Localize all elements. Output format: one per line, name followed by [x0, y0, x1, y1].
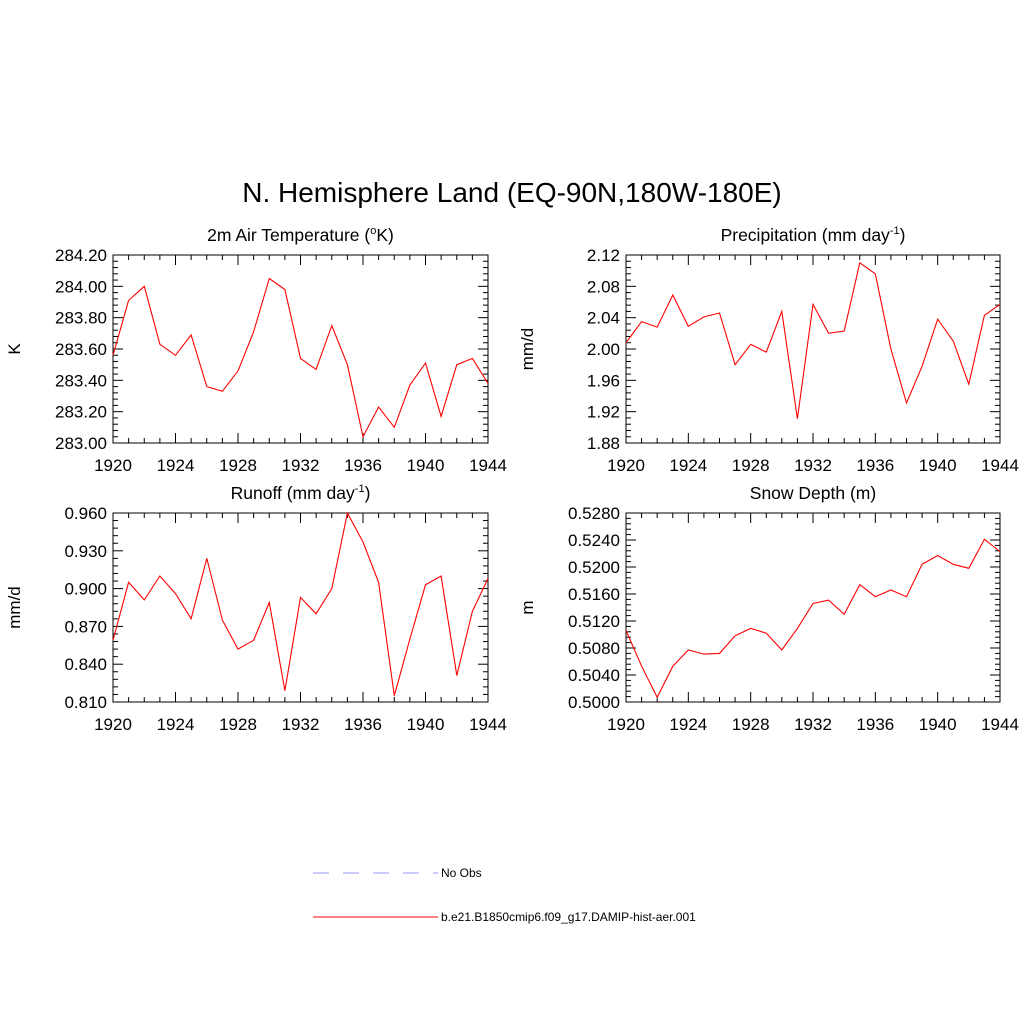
figure-title: N. Hemisphere Land (EQ-90N,180W-180E) — [242, 177, 782, 208]
y-tick-label: 2.04 — [587, 309, 620, 328]
panel-title-part: ) — [365, 483, 371, 503]
y-tick-label: 0.5120 — [568, 612, 620, 631]
y-tick-label: 283.20 — [55, 403, 107, 422]
chart-panels: 1920 1924 1928 1932 1936 1940 1944 283.00 283.20… — [5, 225, 1019, 734]
x-tick-label: 1928 — [219, 715, 257, 734]
x-tick-label: 1932 — [282, 456, 320, 475]
y-tick-label: 0.5000 — [568, 693, 620, 712]
x-tick-label: 1924 — [157, 456, 195, 475]
x-tick-label: 1940 — [407, 715, 445, 734]
x-tick-label: 1936 — [856, 456, 894, 475]
y-axis-label: K — [5, 343, 24, 355]
y-tick-label: 284.20 — [55, 246, 107, 265]
y-tick-label: 0.960 — [64, 504, 107, 523]
y-tick-label: 2.00 — [587, 340, 620, 359]
series-line-runoff — [112, 511, 489, 696]
x-tick-label: 1932 — [794, 456, 832, 475]
x-tick-label: 1944 — [981, 715, 1019, 734]
x-tick-label: 1940 — [919, 715, 957, 734]
x-tick-label: 1944 — [469, 715, 507, 734]
panel-title-part: -1 — [890, 225, 900, 237]
y-axis-label: mm/d — [518, 328, 537, 371]
y-tick-label: 283.60 — [55, 340, 107, 359]
x-tick-label: 1920 — [607, 715, 645, 734]
y-tick-label: 0.870 — [64, 617, 107, 636]
y-tick-label: 284.00 — [55, 277, 107, 296]
panel-air-temperature: 1920 1924 1928 1932 1936 1940 1944 283.00 283.20… — [5, 225, 507, 475]
y-tick-label: 0.810 — [64, 693, 107, 712]
panel-title-part: Snow Depth (m) — [750, 483, 876, 503]
legend: No Obs b.e21.B1850cmip6.f09_g17.DAMIP-hi… — [313, 866, 696, 924]
y-tick-label: 283.40 — [55, 371, 107, 390]
y-tick-label: 1.96 — [587, 371, 620, 390]
x-tick-label: 1920 — [94, 456, 132, 475]
panel-title-part: ) — [900, 225, 906, 245]
x-tick-label: 1932 — [282, 715, 320, 734]
y-tick-label: 0.5280 — [568, 504, 620, 523]
x-tick-label: 1936 — [856, 715, 894, 734]
panel-title: 2m Air Temperature (oK) — [207, 225, 394, 245]
x-tick-label: 1924 — [669, 715, 707, 734]
x-tick-label: 1944 — [469, 456, 507, 475]
x-tick-label: 1928 — [732, 715, 770, 734]
y-tick-label: 0.900 — [64, 580, 107, 599]
panel-title: Precipitation (mm day-1) — [721, 225, 906, 245]
x-tick-label: 1924 — [157, 715, 195, 734]
panel-title: Runoff (mm day-1) — [231, 483, 371, 503]
y-tick-label: 0.930 — [64, 542, 107, 561]
y-axis-label: m — [518, 600, 537, 614]
plot-frame — [112, 512, 489, 703]
series-line-snow-depth — [625, 538, 1001, 699]
x-tick-label: 1940 — [919, 456, 957, 475]
x-tick-label: 1928 — [732, 456, 770, 475]
plot-frame — [112, 254, 489, 444]
panel-title-part: -1 — [355, 483, 365, 495]
x-tick-label: 1928 — [219, 456, 257, 475]
legend-label-no-obs: No Obs — [441, 866, 482, 880]
y-tick-label: 283.00 — [55, 434, 107, 453]
y-tick-label: 0.5080 — [568, 639, 620, 658]
x-tick-label: 1924 — [669, 456, 707, 475]
x-tick-label: 1936 — [344, 715, 382, 734]
series-line-precipitation — [625, 261, 1001, 419]
y-tick-label: 1.92 — [587, 403, 620, 422]
panel-title-part: Precipitation (mm day — [721, 225, 890, 245]
y-tick-label: 283.80 — [55, 309, 107, 328]
x-tick-label: 1944 — [981, 456, 1019, 475]
panel-title: Snow Depth (m) — [750, 483, 876, 503]
y-tick-label: 0.5200 — [568, 558, 620, 577]
panel-title-part: K) — [376, 225, 394, 245]
y-axis-label: mm/d — [5, 586, 24, 629]
legend-label-model: b.e21.B1850cmip6.f09_g17.DAMIP-hist-aer.… — [441, 910, 696, 924]
series-line-air-temperature — [112, 277, 489, 439]
panel-title-part: Runoff (mm day — [231, 483, 355, 503]
x-tick-label: 1932 — [794, 715, 832, 734]
x-tick-label: 1920 — [94, 715, 132, 734]
y-tick-label: 0.840 — [64, 655, 107, 674]
panel-runoff: 1920 1924 1928 1932 1936 1940 1944 0.810 0.840 0.… — [5, 483, 507, 734]
y-tick-label: 0.5040 — [568, 666, 620, 685]
y-tick-label: 2.12 — [587, 246, 620, 265]
panel-title-part: o — [370, 225, 376, 237]
x-tick-label: 1936 — [344, 456, 382, 475]
panel-snow-depth: 1920 1924 1928 1932 1936 1940 1944 0.5000 0.5040… — [518, 483, 1019, 734]
plot-frame — [625, 512, 1001, 703]
x-tick-label: 1940 — [407, 456, 445, 475]
x-tick-label: 1920 — [607, 456, 645, 475]
y-tick-label: 1.88 — [587, 434, 620, 453]
y-tick-label: 2.08 — [587, 277, 620, 296]
y-tick-label: 0.5240 — [568, 531, 620, 550]
plot-frame — [625, 254, 1001, 444]
panel-precipitation: 1920 1924 1928 1932 1936 1940 1944 1.88 1.92 1.96… — [518, 225, 1019, 475]
y-tick-label: 0.5160 — [568, 585, 620, 604]
panel-title-part: 2m Air Temperature ( — [207, 225, 370, 245]
